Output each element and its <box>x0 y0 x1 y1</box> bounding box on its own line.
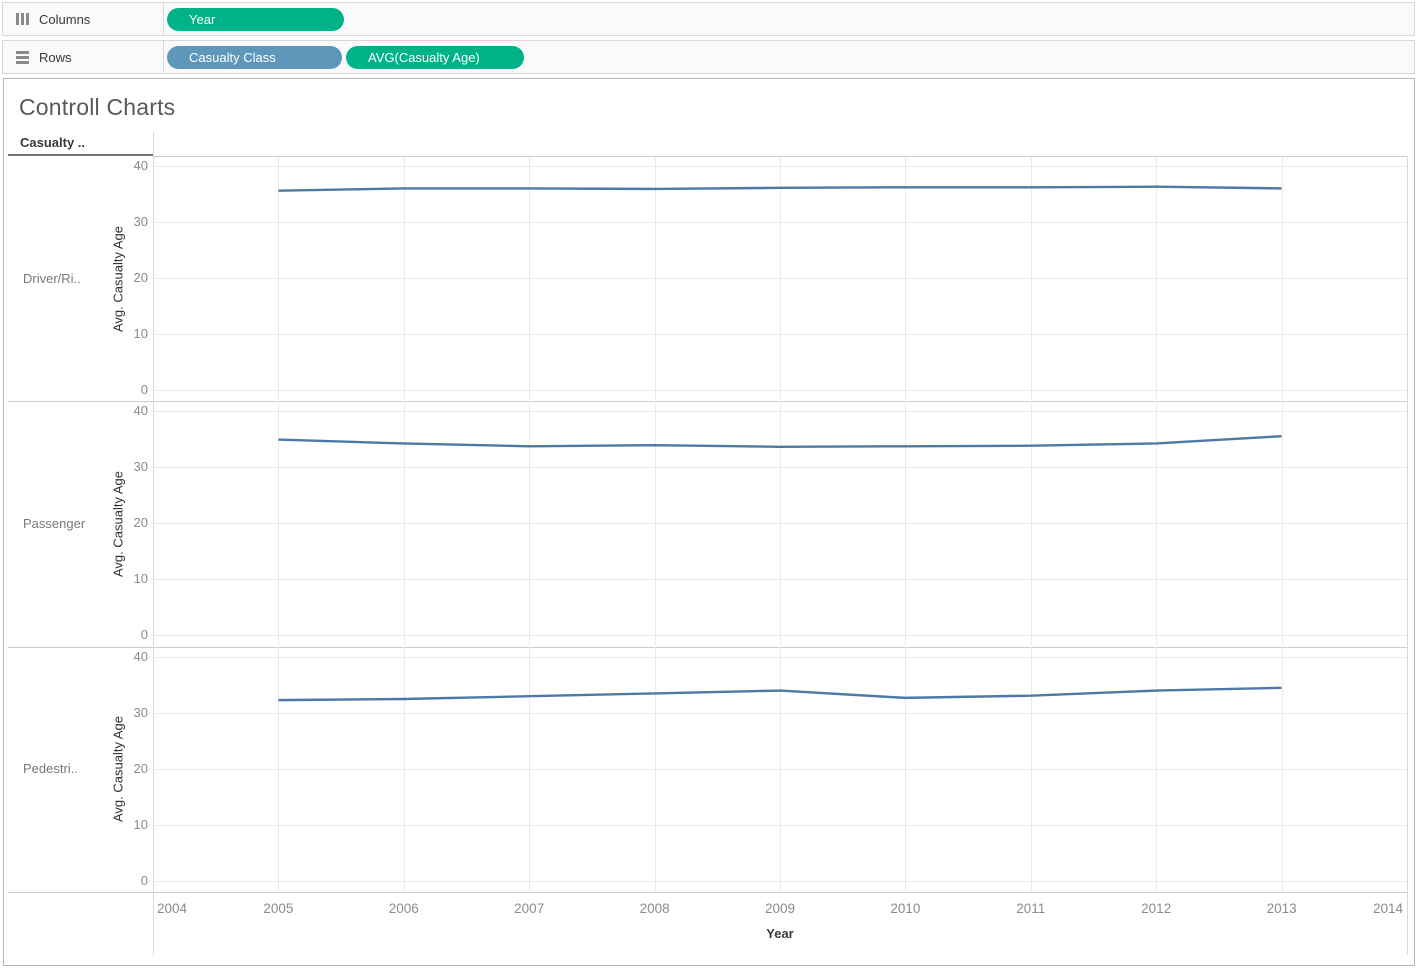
y-tick-label: 10 <box>133 571 148 587</box>
x-tick-label: 2013 <box>1266 901 1297 916</box>
y-axis-title: Avg. Casualty Age <box>110 225 126 332</box>
data-line[interactable] <box>278 686 1282 701</box>
gridline <box>780 156 781 402</box>
columns-shelf: Columns Year <box>2 2 1415 36</box>
columns-pill-zone: Year <box>164 3 344 35</box>
gridline <box>278 401 280 647</box>
row-label: Driver/Ri.. <box>23 270 81 286</box>
gridline <box>780 646 781 892</box>
gridline <box>529 401 531 647</box>
panel-border <box>8 401 1407 403</box>
plot-right-border <box>1407 156 1408 955</box>
pill-avg-casualty-age[interactable]: AVG(Casualty Age) <box>346 45 524 69</box>
x-tick-label: 2004 <box>157 901 188 916</box>
y-tick-label: 0 <box>140 872 148 888</box>
pill-casualty-class-label: Casualty Class <box>189 49 276 65</box>
gridline <box>654 401 656 647</box>
data-line[interactable] <box>278 185 1282 192</box>
panel-border <box>8 646 1407 648</box>
x-axis-title: Year <box>766 926 794 941</box>
y-tick-label: 30 <box>133 214 148 229</box>
gridline <box>905 646 907 892</box>
pill-year-label: Year <box>189 11 216 27</box>
chart-title: Controll Charts <box>19 94 176 120</box>
gridline <box>905 156 907 402</box>
x-tick-label: 2014 <box>1372 901 1403 916</box>
panel-pedestri- <box>278 686 1282 701</box>
data-line[interactable] <box>278 435 1282 449</box>
y-tick-label: 40 <box>133 158 148 173</box>
gridline <box>278 156 280 402</box>
gridline <box>1030 156 1032 402</box>
gridline <box>654 156 656 402</box>
x-tick-label: 2008 <box>639 901 670 916</box>
column-field-header-underline <box>8 154 153 156</box>
pill-year[interactable]: Year <box>167 7 344 31</box>
y-tick-label: 20 <box>133 515 148 531</box>
visualization-card: Controll Charts Casualty .. 0 10 20 30 40 Dri… <box>3 78 1415 966</box>
y-tick-label: 10 <box>133 326 148 341</box>
y-tick-label: 20 <box>133 760 148 776</box>
column-field-header: Casualty .. <box>20 135 86 150</box>
y-tick-label: 40 <box>133 403 148 419</box>
y-tick-label: 0 <box>140 382 148 397</box>
columns-shelf-label: Columns <box>3 3 164 35</box>
gridline <box>278 646 280 892</box>
panel-driver-ri- <box>278 185 1282 192</box>
y-axis-title: Avg. Casualty Age <box>110 716 126 823</box>
x-tick-label: 2007 <box>514 901 545 916</box>
x-tick-label: 2005 <box>263 901 294 916</box>
gridline <box>1030 646 1032 892</box>
panel-passenger <box>278 435 1282 449</box>
pill-casualty-class[interactable]: Casualty Class <box>167 45 342 69</box>
row-label: Pedestri.. <box>23 761 78 777</box>
gridline <box>403 401 405 647</box>
gridline <box>1281 646 1283 892</box>
x-tick-label: 2006 <box>388 901 419 916</box>
rows-shelf-label: Rows <box>3 41 164 73</box>
gridline <box>403 646 405 892</box>
x-tick-label: 2010 <box>890 901 921 916</box>
gridline <box>529 156 531 402</box>
gridline <box>1156 156 1158 402</box>
pill-avg-casualty-age-label: AVG(Casualty Age) <box>368 49 480 65</box>
x-tick-label: 2012 <box>1141 901 1172 916</box>
gridline <box>905 401 907 647</box>
rows-icon <box>16 50 29 64</box>
gridline <box>1156 401 1158 647</box>
y-tick-label: 40 <box>133 648 148 664</box>
y-tick-label: 30 <box>133 459 148 475</box>
columns-icon <box>16 13 29 25</box>
gridline <box>654 646 656 892</box>
rows-shelf-text: Rows <box>39 49 72 65</box>
gridline <box>1030 401 1032 647</box>
gridline <box>403 156 405 402</box>
y-tick-label: 10 <box>133 816 148 832</box>
gridline <box>529 646 531 892</box>
gridline <box>1281 156 1283 402</box>
plot-top-border <box>153 156 1407 157</box>
y-axis-title: Avg. Casualty Age <box>110 470 126 577</box>
gridline <box>780 401 781 647</box>
gridline <box>1281 401 1283 647</box>
y-tick-label: 20 <box>133 270 148 285</box>
x-tick-label: 2009 <box>764 901 796 916</box>
y-tick-label: 30 <box>133 704 148 720</box>
gridline <box>1156 646 1158 892</box>
columns-shelf-text: Columns <box>39 11 91 27</box>
x-tick-label: 2011 <box>1016 901 1046 916</box>
rows-shelf: Rows Casualty Class AVG(Casualty Age) <box>2 40 1415 74</box>
panel-border <box>8 891 1407 893</box>
y-tick-label: 0 <box>140 627 148 643</box>
plot-left-border <box>153 132 154 955</box>
rows-pill-zone: Casualty Class AVG(Casualty Age) <box>164 41 524 73</box>
row-label: Passenger <box>23 515 86 531</box>
